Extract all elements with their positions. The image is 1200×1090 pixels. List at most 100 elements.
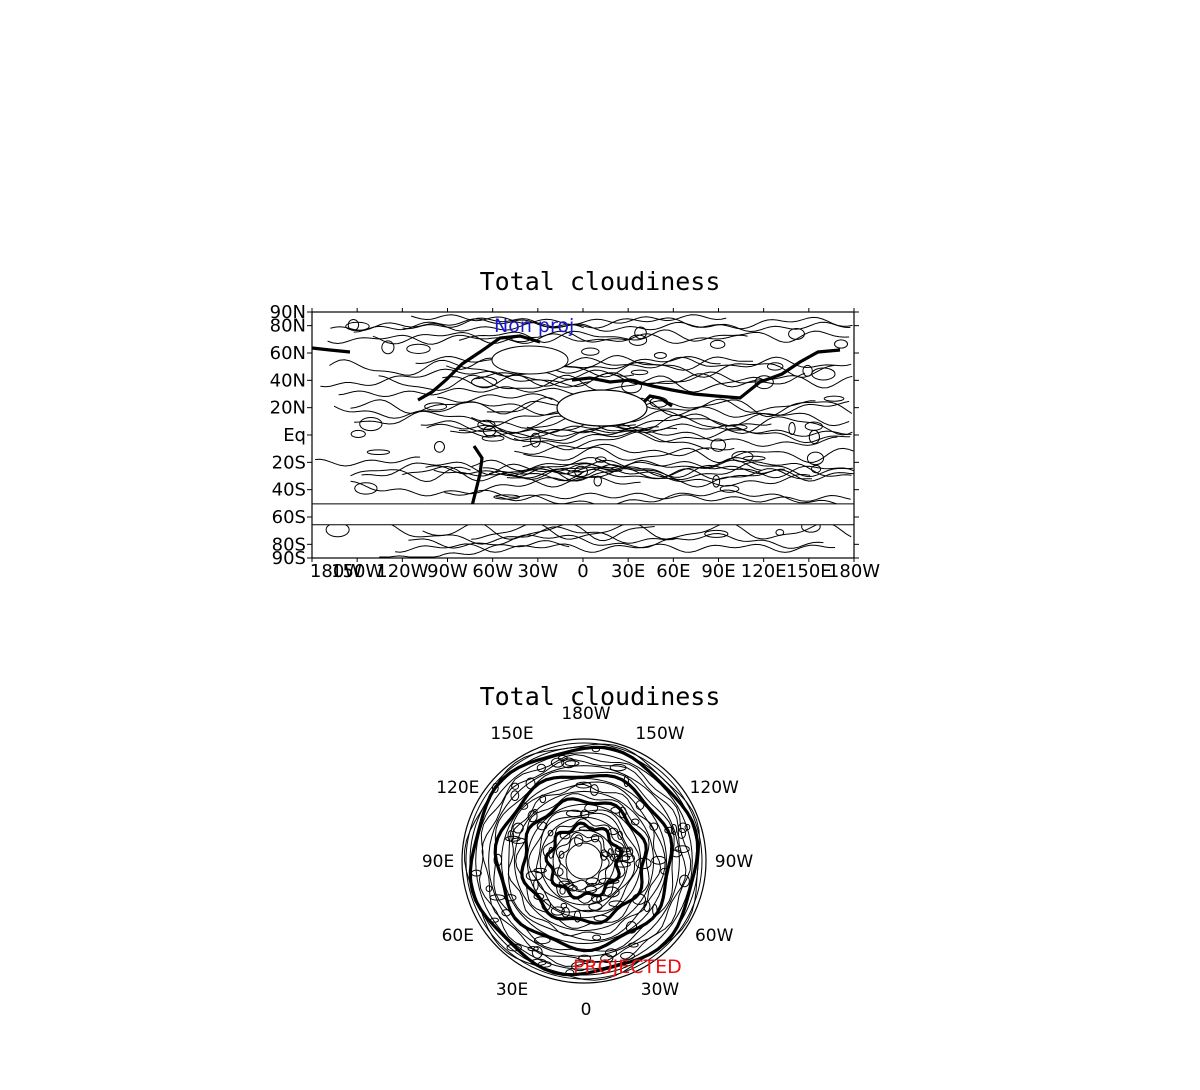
polar-contour-cell: [601, 851, 611, 858]
polar-contour-cell: [590, 834, 600, 843]
contour-front: [470, 445, 484, 507]
contour-cell: [653, 351, 667, 359]
polar-contour-cell: [626, 846, 634, 858]
contour-line: [444, 489, 850, 507]
polar-contour-cell: [614, 855, 631, 862]
polar-contour-cell: [643, 900, 651, 913]
polar-lon-label: 180W: [561, 704, 610, 724]
polar-contour-ring: [544, 821, 623, 900]
polar-contour-cell: [649, 822, 659, 831]
contour-line: [408, 532, 824, 549]
contour-line: [473, 369, 635, 380]
polar-contour-cell: [563, 882, 574, 890]
polar-contour-cell: [607, 848, 613, 858]
polar-contour-cell: [621, 853, 635, 864]
polar-contour-cell: [615, 847, 632, 853]
contour-line: [379, 540, 570, 558]
polar-contour-cell: [635, 800, 645, 810]
contour-void: [491, 345, 569, 375]
polar-contour-cell: [670, 823, 678, 835]
polar-contour-cell: [596, 895, 603, 903]
contour-front: [638, 394, 673, 408]
contour-line: [523, 446, 854, 464]
polar-lon-label: 60E: [442, 926, 474, 946]
contour-cell: [788, 421, 796, 436]
contour-cell: [806, 451, 825, 466]
polar-lon-label: 150W: [635, 724, 684, 744]
polar-contour-cell: [677, 827, 687, 839]
contour-line: [411, 314, 727, 326]
contour-cell: [742, 455, 766, 461]
lon-tick-label: 90E: [701, 561, 735, 582]
polar-contour-cell: [635, 857, 652, 870]
polar-contour-cell: [584, 803, 599, 814]
contour-cell: [719, 484, 740, 493]
polar-contour-cell: [600, 954, 614, 963]
contour-line: [350, 466, 471, 483]
map-title-bottom: Total cloudiness: [480, 682, 721, 711]
polar-contour-cell: [593, 914, 609, 922]
polar-contour-ring: [542, 818, 626, 904]
contour-line: [522, 429, 838, 448]
polar-contour-cell: [553, 867, 564, 877]
contour-field-polar: [464, 742, 703, 981]
polar-contour-ring: [528, 809, 640, 913]
contour-line: [361, 459, 852, 481]
contour-line: [425, 463, 621, 477]
lat-tick-label: 80N: [270, 316, 306, 337]
polar-lon-label: 0: [581, 1000, 592, 1020]
lon-tick-label: 30W: [517, 561, 558, 582]
contour-line: [327, 333, 748, 345]
polar-contour-cell: [623, 775, 629, 788]
contour-line: [488, 468, 855, 482]
contour-field-top: [311, 314, 855, 558]
contour-cell: [628, 334, 648, 346]
contour-cell: [754, 375, 774, 390]
polar-contour-cell: [510, 790, 520, 802]
contour-line: [330, 321, 851, 333]
contour-cell: [359, 417, 383, 432]
polar-contour-cell: [591, 746, 601, 753]
polar-contour-cell: [518, 802, 529, 810]
contour-cell: [424, 402, 448, 411]
polar-lon-label: 30W: [641, 980, 680, 1000]
polar-contour-cell: [609, 763, 627, 772]
polar-contour-cell: [532, 808, 538, 815]
contour-cell: [634, 326, 647, 340]
polar-contour-cell: [651, 855, 667, 865]
contour-line: [350, 475, 641, 497]
contour-line: [471, 413, 772, 430]
polar-contour-ring: [488, 765, 680, 957]
contour-cell: [406, 343, 431, 354]
map-panel-projected: Total cloudiness 180W 150W 120W 90W 60W 30W 0 3…: [422, 682, 754, 1020]
contour-cell: [595, 456, 607, 463]
lon-tick-label: 120W: [376, 561, 428, 582]
contour-front: [571, 348, 841, 400]
lat-tick-label: 20S: [272, 452, 306, 473]
contour-cell: [725, 424, 748, 431]
polar-contour-cell: [559, 886, 566, 895]
contour-cell: [477, 419, 496, 430]
lat-tick-label: 80S: [272, 534, 306, 555]
polar-contour-cell: [677, 822, 688, 834]
contour-cell: [530, 432, 541, 448]
polar-contour-cell: [559, 831, 571, 840]
polar-contour-cell: [575, 781, 592, 789]
polar-contour-ring: [508, 781, 666, 941]
contour-cell: [802, 364, 813, 377]
polar-contour-cell: [539, 794, 547, 804]
polar-contour-cell: [536, 821, 548, 831]
contour-cell: [810, 464, 822, 474]
contour-line: [514, 443, 735, 457]
polar-contour-cell: [565, 809, 583, 818]
contour-line: [378, 374, 764, 393]
polar-contour-ring: [493, 770, 675, 952]
polar-contour-cell: [620, 951, 635, 960]
polar-contour-cell: [511, 782, 520, 790]
contour-cell: [630, 369, 649, 376]
polar-contour-cell: [605, 948, 618, 958]
polar-contour-cell: [533, 936, 551, 945]
polar-lon-label: 150E: [490, 724, 533, 744]
polar-contour-ring: [478, 753, 692, 967]
